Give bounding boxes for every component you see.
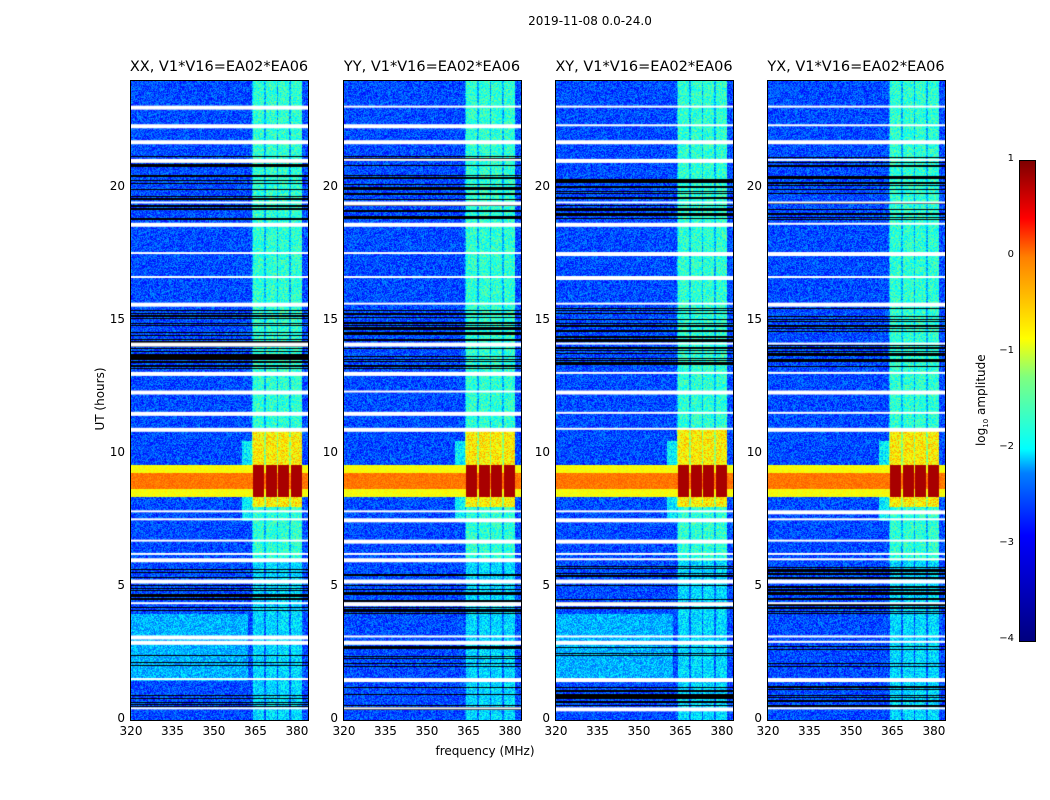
heatmap-image xyxy=(344,81,521,720)
x-tick-label: 365 xyxy=(244,724,267,738)
x-tick-label: 335 xyxy=(374,724,397,738)
x-tick-label: 320 xyxy=(119,724,143,738)
x-tick-label: 380 xyxy=(922,724,946,738)
y-axis-label: UT (hours) xyxy=(93,367,107,431)
y-tick-label: 20 xyxy=(534,178,550,193)
x-tick-label: 365 xyxy=(669,724,692,738)
y-tick-label: 5 xyxy=(330,577,338,592)
y-tick-label: 5 xyxy=(117,577,125,592)
panel-title: XX, V1*V16=EA02*EA06 xyxy=(129,59,309,75)
spectrogram-panel xyxy=(130,80,309,721)
y-tick-label: 20 xyxy=(746,178,762,193)
y-tick-label: 15 xyxy=(109,311,125,326)
y-tick-label: 15 xyxy=(534,311,550,326)
colorbar-label: log10 amplitude xyxy=(973,354,991,447)
x-tick-label: 320 xyxy=(332,724,356,738)
colorbar-tick-label: 0 xyxy=(1007,249,1014,260)
y-tick-label: 10 xyxy=(746,444,762,459)
x-tick-label: 320 xyxy=(756,724,780,738)
panel-title: YX, V1*V16=EA02*EA06 xyxy=(767,59,945,75)
x-tick-label: 380 xyxy=(710,724,734,738)
y-tick-label: 5 xyxy=(754,577,762,592)
y-tick-label: 15 xyxy=(322,311,338,326)
colorbar-tick-label: −2 xyxy=(999,441,1014,452)
heatmap-image xyxy=(131,81,308,720)
figure-title: 2019-11-08 0.0-24.0 xyxy=(528,14,652,28)
y-tick-label: 15 xyxy=(746,311,762,326)
y-tick-label: 0 xyxy=(117,711,125,725)
y-tick-label: 5 xyxy=(542,577,550,592)
y-tick-label: 0 xyxy=(754,711,762,725)
x-tick-label: 350 xyxy=(415,724,439,738)
colorbar xyxy=(1019,160,1036,642)
heatmap-image xyxy=(768,81,945,720)
x-tick-label: 335 xyxy=(586,724,609,738)
colorbar-tick-label: −4 xyxy=(999,633,1014,644)
x-tick-label: 350 xyxy=(839,724,863,738)
spectrogram-panel xyxy=(767,80,946,721)
x-tick-label: 350 xyxy=(627,724,651,738)
x-tick-label: 350 xyxy=(202,724,226,738)
spectrogram-panel xyxy=(555,80,734,721)
y-tick-label: 10 xyxy=(109,444,125,459)
heatmap-image xyxy=(556,81,733,720)
colorbar-tick-label: 1 xyxy=(1007,153,1014,164)
spectrogram-panel xyxy=(343,80,522,721)
y-tick-label: 10 xyxy=(534,444,550,459)
x-tick-label: 335 xyxy=(161,724,184,738)
y-tick-label: 20 xyxy=(109,178,125,193)
x-tick-label: 380 xyxy=(285,724,309,738)
panel-title: XY, V1*V16=EA02*EA06 xyxy=(555,59,733,75)
colorbar-tick-label: −1 xyxy=(999,345,1014,356)
y-tick-label: 20 xyxy=(322,178,338,193)
y-tick-label: 0 xyxy=(330,711,338,725)
y-tick-label: 0 xyxy=(542,711,550,725)
y-tick-label: 10 xyxy=(322,444,338,459)
x-tick-label: 320 xyxy=(544,724,568,738)
x-axis-label: frequency (MHz) xyxy=(435,744,535,758)
x-tick-label: 365 xyxy=(457,724,480,738)
colorbar-tick-label: −3 xyxy=(999,537,1014,548)
panel-title: YY, V1*V16=EA02*EA06 xyxy=(343,59,521,75)
x-tick-label: 335 xyxy=(798,724,821,738)
x-tick-label: 380 xyxy=(498,724,522,738)
x-tick-label: 365 xyxy=(881,724,904,738)
